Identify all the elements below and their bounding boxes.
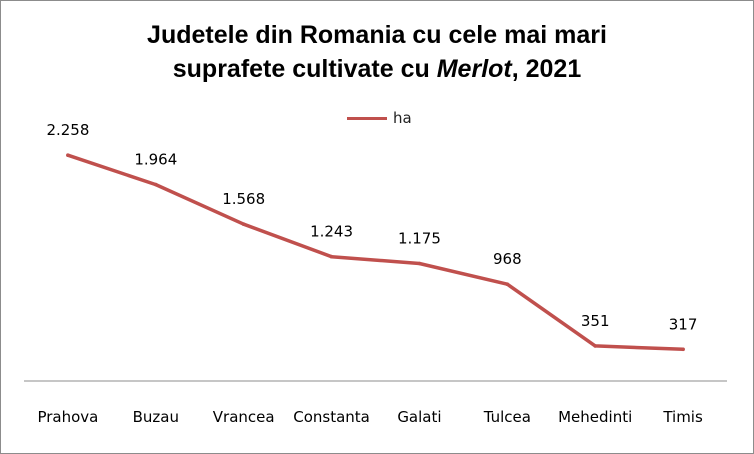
data-label: 1.243 <box>310 223 353 241</box>
data-label: 1.568 <box>222 190 265 208</box>
chart-title: Judetele din Romania cu cele mai mari su… <box>0 18 754 86</box>
data-point <box>505 282 510 287</box>
data-label: 1.964 <box>134 151 177 169</box>
data-label: 317 <box>669 315 698 333</box>
data-label: 968 <box>493 250 522 268</box>
legend-label: ha <box>393 109 412 127</box>
data-label: 1.175 <box>398 230 441 248</box>
x-tick-label: Tulcea <box>483 408 531 426</box>
x-tick-label: Constanta <box>293 408 370 426</box>
data-point <box>417 261 422 266</box>
x-tick-label: Buzau <box>133 408 179 426</box>
x-tick-label: Galati <box>397 408 441 426</box>
data-label: 351 <box>581 312 610 330</box>
title-suffix: , 2021 <box>511 55 582 83</box>
data-point <box>329 254 334 259</box>
title-prefix: suprafete cultivate cu <box>172 55 437 83</box>
data-point <box>66 153 70 157</box>
series-line-ha <box>66 153 685 352</box>
chart-legend: ha <box>347 108 412 128</box>
x-tick-label: Prahova <box>37 408 98 426</box>
x-tick-label: Vrancea <box>213 408 275 426</box>
data-point <box>154 182 158 187</box>
x-tick-label: Timis <box>662 408 703 426</box>
data-point <box>593 344 597 348</box>
title-italic-merlot: Merlot <box>436 55 512 83</box>
data-point <box>681 347 685 352</box>
chart-title-line-1: Judetele din Romania cu cele mai mari <box>147 21 607 49</box>
chart-title-line-2: suprafete cultivate cu Merlot, 2021 <box>0 52 754 86</box>
legend-swatch <box>347 116 387 120</box>
data-label: 2.258 <box>46 121 89 139</box>
x-tick-label: Mehedinti <box>558 408 632 426</box>
data-point <box>241 222 246 226</box>
